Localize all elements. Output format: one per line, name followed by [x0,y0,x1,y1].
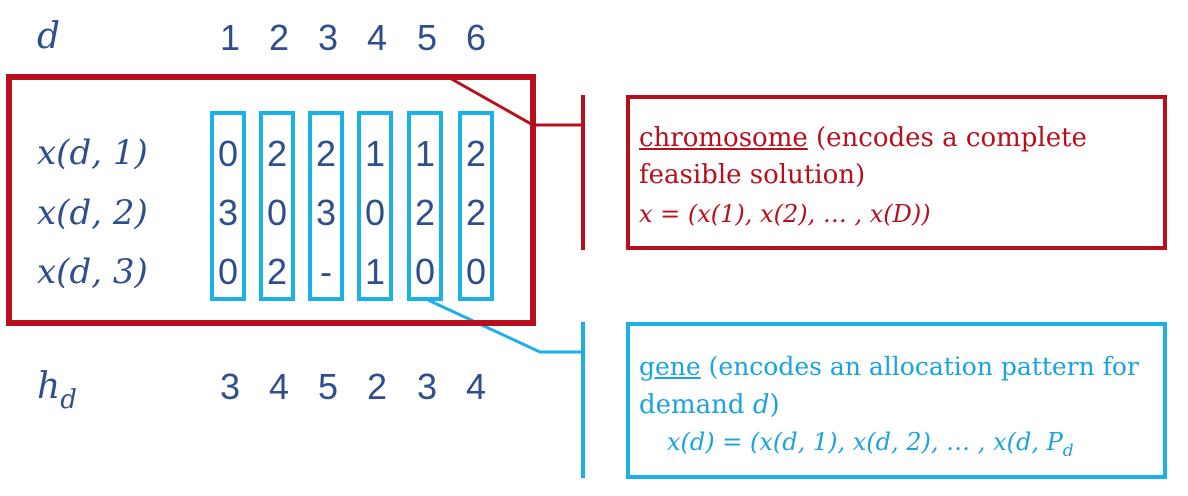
row-label-3: x(d, 3) [37,252,148,292]
gene-callout-line2: demand d) [639,387,780,424]
value-cell: - [320,251,332,292]
gene-formula: x(d) = (x(d, 1), x(d, 2), … , x(d, Pd [667,424,1074,470]
h-label: hd [37,366,77,415]
value-cell: 2 [465,192,487,233]
value-cell: 1 [364,133,386,174]
chromosome-callout-line2: feasible solution) [639,160,866,190]
gene-box-1 [210,111,246,301]
gene-callout-line1: gene (encodes an allocation pattern for [639,348,1139,385]
gene-demand-var: d [752,390,770,420]
value-cell: 1 [364,251,386,292]
column-header: 1 [219,17,241,58]
h-label-main: h [37,366,61,407]
chromosome-formula: x = (x(1), x(2), … , x(D)) [639,200,931,228]
gene-box-3 [308,111,344,301]
gene-desc: (encodes an allocation pattern for [700,352,1139,381]
column-header: 2 [268,17,290,58]
h-label-subscript: d [60,385,77,415]
row-label-1: x(d, 1) [37,133,148,173]
gene-demand-close: ) [769,390,780,420]
gene-formula-main: x(d) = (x(d, 1), x(d, 2), … , x(d, P [667,428,1063,456]
gene-box-2 [259,111,295,301]
value-cell: 2 [465,133,487,174]
h-value: 3 [416,366,438,407]
gene-connector [427,298,583,354]
chromosome-desc: (encodes a complete [807,123,1087,153]
value-cell: 0 [364,192,386,233]
gene-callout [626,322,1167,479]
gene-formula-subscript: d [1062,440,1074,461]
value-cell: 0 [414,251,436,292]
value-cell: 2 [315,133,337,174]
value-cell: 0 [266,192,288,233]
value-cell: 3 [217,192,239,233]
h-value: 3 [219,366,241,407]
column-header: 3 [317,17,339,58]
d-label: d [37,16,61,57]
chromosome-box [6,74,536,326]
h-value: 2 [366,366,388,407]
value-cell: 0 [217,251,239,292]
value-cell: 0 [217,133,239,174]
h-value: 4 [268,366,290,407]
gene-box-6 [458,111,494,301]
chromosome-callout-line1: chromosome (encodes a complete [639,120,1087,157]
row-label-2: x(d, 2) [37,193,148,233]
gene-demand-text: demand [639,390,753,420]
column-header: 5 [416,17,438,58]
chromosome-term: chromosome [639,123,808,153]
h-value: 4 [465,366,487,407]
value-cell: 0 [465,251,487,292]
h-value: 5 [317,366,339,407]
value-cell: 3 [315,192,337,233]
column-header: 4 [366,17,388,58]
value-cell: 2 [414,192,436,233]
value-cell: 2 [266,251,288,292]
gene-term: gene [639,352,701,381]
gene-box-4 [357,111,393,301]
column-header: 6 [465,17,487,58]
gene-box-5 [407,111,443,301]
value-cell: 1 [414,133,436,174]
value-cell: 2 [266,133,288,174]
chromosome-callout [626,95,1167,250]
